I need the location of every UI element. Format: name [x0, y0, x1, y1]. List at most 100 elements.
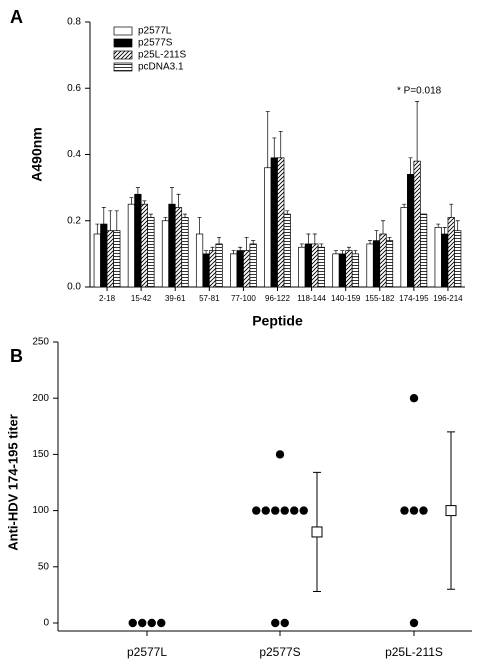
data-point: [299, 506, 308, 515]
bar: [236, 250, 244, 288]
y-axis-label: Anti-HDV 174-195 titer: [5, 414, 20, 551]
error-bar: [455, 220, 460, 231]
bar: [202, 253, 210, 288]
legend-swatch: [113, 50, 133, 60]
error-bar: [381, 220, 386, 234]
y-tick-label: 250: [32, 337, 49, 348]
bar: [195, 233, 204, 288]
bar: [407, 174, 415, 288]
bar: [283, 213, 291, 288]
error-bar: [346, 246, 351, 251]
y-tick-label: 0.0: [67, 282, 81, 293]
x-tick-label: 118-144: [297, 294, 326, 303]
data-point: [400, 506, 409, 515]
error-bar: [217, 236, 222, 244]
error-bar: [306, 233, 311, 244]
bar: [168, 203, 176, 288]
x-tick-label: 155-182: [365, 294, 395, 303]
x-tick-label: 196-214: [433, 294, 463, 303]
mean-marker: [311, 526, 323, 538]
data-point: [409, 394, 419, 403]
error-bar: [319, 243, 324, 248]
data-point: [275, 450, 285, 459]
bar: [454, 230, 462, 288]
bar: [113, 230, 121, 288]
error-bar: [402, 203, 407, 208]
bar: [161, 220, 170, 288]
bar: [413, 160, 421, 288]
bar: [332, 253, 340, 288]
data-point: [409, 618, 419, 628]
data-point: [157, 618, 166, 628]
error-bar: [299, 243, 304, 248]
error-bar: [387, 236, 392, 241]
bar: [372, 240, 381, 288]
legend-label: pcDNA3.1: [138, 62, 184, 73]
y-tick-label: 150: [32, 449, 49, 460]
bar: [345, 250, 353, 288]
data-point: [280, 618, 289, 628]
error-bar: [176, 193, 181, 208]
bar: [420, 213, 428, 288]
x-tick-label: 39-61: [165, 294, 186, 303]
bar: [311, 243, 319, 288]
bar: [441, 233, 449, 288]
bar: [243, 250, 251, 288]
error-bar: [340, 250, 345, 254]
error-bar: [244, 236, 249, 251]
x-tick-label: 77-100: [231, 294, 256, 303]
x-tick-label: 2-18: [99, 294, 116, 303]
bar: [447, 217, 455, 288]
bar: [127, 203, 135, 288]
error-bar: [312, 233, 317, 244]
bar: [351, 253, 360, 288]
x-tick-label: p25L-211S: [385, 645, 443, 659]
error-bar: [210, 246, 215, 251]
error-bar: [449, 203, 454, 218]
bar: [277, 157, 285, 288]
error-bar: [238, 246, 243, 251]
bar: [304, 243, 312, 288]
data-point: [419, 506, 428, 515]
data-point: [280, 506, 289, 515]
legend-swatch: [113, 26, 133, 36]
error-bar: [333, 250, 338, 254]
error-bar: [251, 240, 256, 244]
error-bar: [114, 210, 119, 231]
legend-swatch: [113, 62, 133, 72]
legend-label: p2577L: [138, 26, 172, 37]
error-bar: [204, 250, 209, 254]
bar: [134, 193, 142, 288]
legend-label: p2577S: [138, 38, 173, 49]
bar: [270, 157, 278, 288]
bar: [317, 246, 325, 288]
error-bar: [169, 187, 174, 205]
y-axis-label: A490nm: [29, 127, 45, 181]
bar: [379, 233, 387, 288]
data-point: [128, 618, 137, 628]
error-bar: [95, 223, 100, 234]
error-bar: [374, 230, 379, 241]
data-point: [409, 506, 419, 515]
error-bar: [101, 207, 106, 225]
x-tick-label: p2577S: [259, 645, 300, 659]
error-bar: [129, 197, 134, 205]
error-bar: [182, 213, 187, 218]
bar: [338, 253, 347, 288]
legend-swatch: [113, 38, 133, 48]
data-point: [138, 618, 147, 628]
x-tick-label: 140-159: [331, 294, 361, 303]
y-tick-label: 100: [32, 505, 49, 516]
data-point: [147, 618, 156, 628]
bar: [106, 230, 114, 288]
bar: [264, 167, 272, 288]
annotation: * P=0.018: [397, 86, 442, 97]
bar: [140, 203, 148, 288]
bar: [147, 217, 155, 288]
bar: [181, 217, 189, 288]
x-tick-label: 174-195: [399, 294, 429, 303]
x-tick-label: 15-42: [131, 294, 152, 303]
bar: [249, 243, 257, 288]
y-tick-label: 200: [32, 393, 49, 404]
